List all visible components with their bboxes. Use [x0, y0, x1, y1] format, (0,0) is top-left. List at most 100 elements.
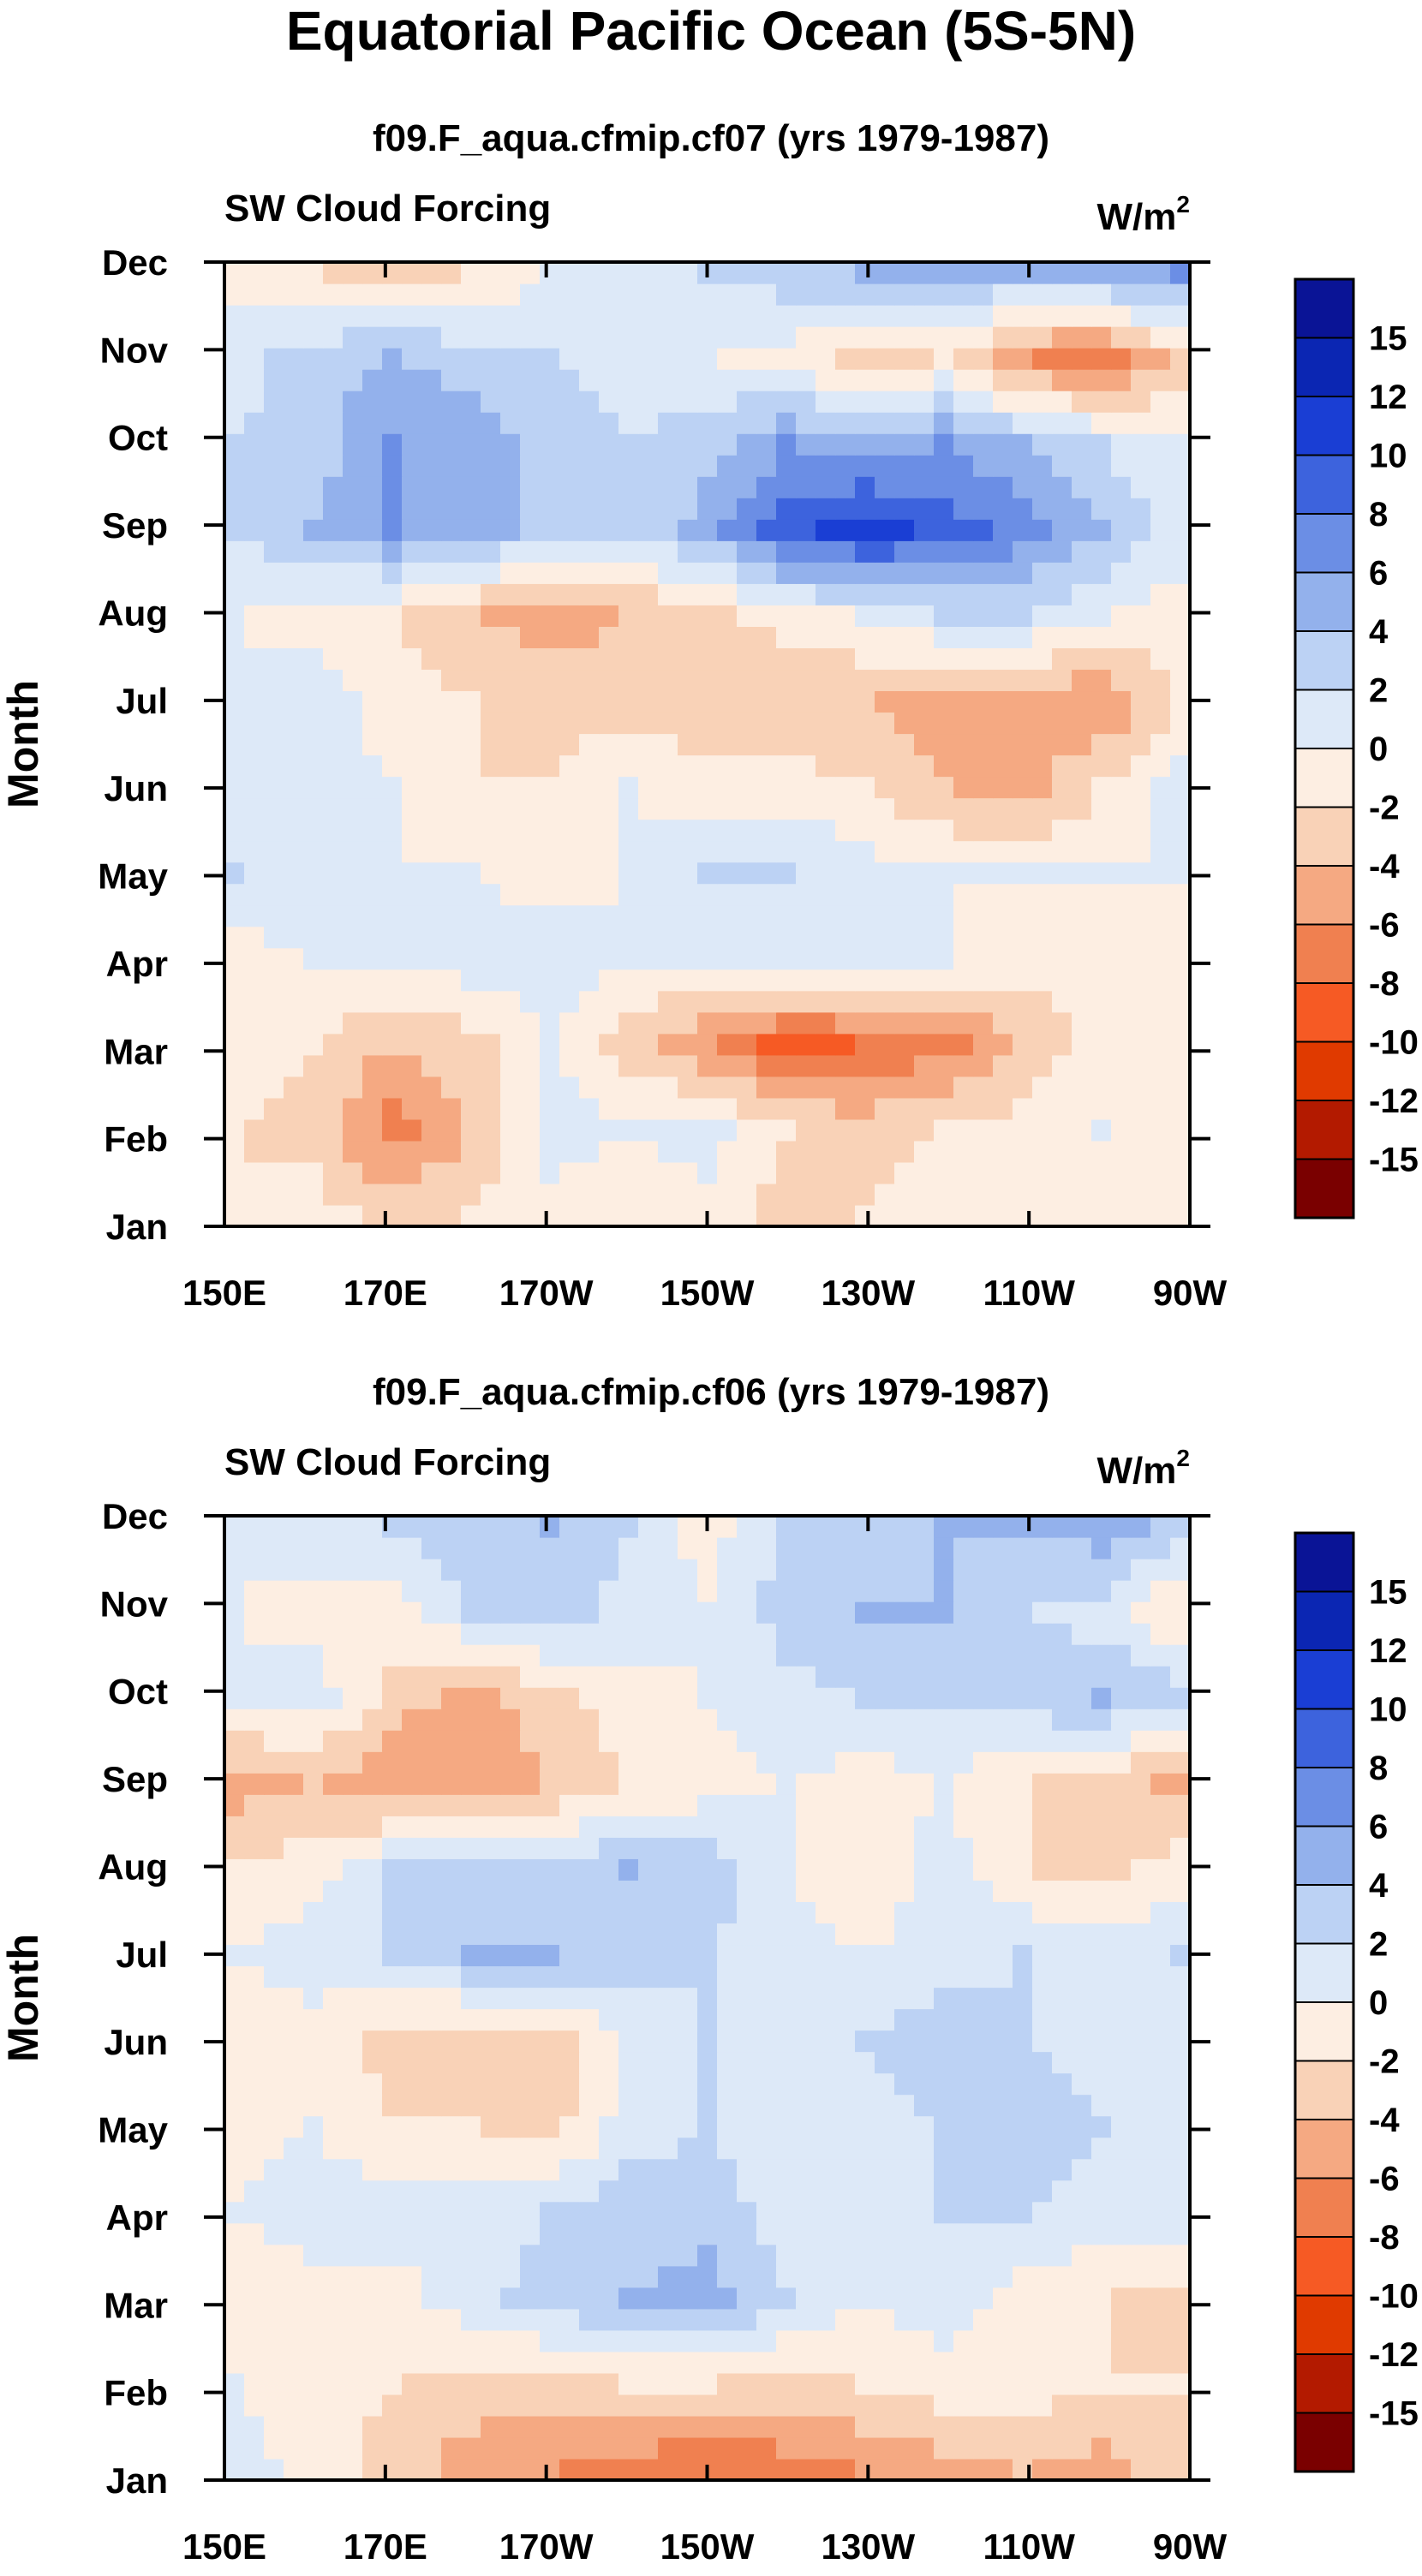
heatmap-cell	[1091, 647, 1112, 671]
heatmap-cell	[678, 754, 698, 778]
heatmap-cell	[1170, 776, 1190, 799]
heatmap-cell	[520, 2436, 541, 2460]
heatmap-cell	[284, 1794, 304, 1816]
heatmap-cell	[1131, 1837, 1151, 1859]
heatmap-cell	[1170, 754, 1190, 778]
heatmap-cell	[244, 904, 265, 927]
heatmap-cell	[481, 369, 501, 391]
heatmap-cell	[914, 2458, 935, 2480]
heatmap-cell	[973, 2115, 994, 2138]
heatmap-cell	[678, 2265, 698, 2288]
heatmap-cell	[894, 1837, 915, 1859]
heatmap-cell	[934, 476, 954, 498]
heatmap-cell	[973, 369, 994, 391]
heatmap-cell	[776, 2244, 797, 2267]
heatmap-cell	[520, 2458, 541, 2480]
heatmap-cell	[993, 1580, 1013, 1602]
heatmap-cell	[934, 1097, 954, 1120]
heatmap-cell	[618, 2394, 639, 2417]
heatmap-cell	[894, 1118, 915, 1142]
heatmap-cell	[559, 1751, 580, 1774]
heatmap-cell	[244, 2137, 265, 2160]
heatmap-cell	[362, 754, 383, 778]
heatmap-cell	[638, 1773, 659, 1795]
heatmap-cell	[796, 2394, 816, 2417]
heatmap-cell	[717, 712, 738, 735]
heatmap-cell	[402, 2222, 422, 2245]
heatmap-cell	[973, 433, 994, 456]
heatmap-cell	[835, 1140, 856, 1163]
heatmap-cell	[934, 626, 954, 648]
heatmap-cell	[244, 2179, 265, 2203]
heatmap-cell	[953, 1837, 974, 1859]
heatmap-cell	[934, 862, 954, 885]
heatmap-cell	[638, 2458, 659, 2480]
heatmap-cell	[993, 433, 1013, 456]
heatmap-cell	[264, 1987, 284, 2010]
heatmap-cell	[224, 2394, 245, 2417]
heatmap-cell	[461, 883, 481, 906]
heatmap-cell	[816, 2329, 836, 2352]
heatmap-cell	[855, 1516, 875, 1538]
heatmap-cell	[678, 369, 698, 391]
heatmap-cell	[559, 391, 580, 413]
heatmap-cell	[599, 819, 619, 842]
heatmap-cell	[1013, 797, 1033, 820]
heatmap-cell	[914, 1054, 935, 1077]
heatmap-cell	[796, 2265, 816, 2288]
heatmap-cell	[1072, 2158, 1092, 2181]
heatmap-cell	[894, 819, 915, 842]
x-tick-label: 170E	[344, 2526, 427, 2567]
heatmap-cell	[756, 1751, 777, 1774]
heatmap-cell	[737, 990, 757, 1013]
heatmap-cell	[244, 455, 265, 477]
heatmap-cell	[776, 1161, 797, 1184]
heatmap-cell	[1013, 1708, 1033, 1731]
heatmap-cell	[1052, 1708, 1072, 1731]
heatmap-cell	[1111, 969, 1132, 992]
heatmap-cell	[284, 1601, 304, 1624]
heatmap-cell	[421, 1858, 442, 1881]
heatmap-cell	[1091, 1837, 1112, 1859]
heatmap-cell	[638, 433, 659, 456]
heatmap-cell	[559, 926, 580, 949]
heatmap-cell	[284, 605, 304, 627]
heatmap-cell	[1131, 2351, 1151, 2374]
heatmap-cell	[540, 1183, 560, 1206]
heatmap-cell	[481, 1794, 501, 1816]
heatmap-cell	[264, 1730, 284, 1752]
heatmap-cell	[835, 2394, 856, 2417]
heatmap-cell	[914, 1118, 935, 1142]
heatmap-cell	[1091, 862, 1112, 885]
heatmap-cell	[816, 2179, 836, 2203]
heatmap-cell	[1131, 455, 1151, 477]
heatmap-cell	[993, 1901, 1013, 1924]
heatmap-cell	[382, 1816, 403, 1838]
heatmap-cell	[343, 969, 363, 992]
heatmap-cell	[618, 2222, 639, 2245]
heatmap-cell	[500, 776, 521, 799]
heatmap-cell	[953, 712, 974, 735]
heatmap-cell	[323, 498, 344, 520]
heatmap-cell	[382, 2351, 403, 2374]
heatmap-cell	[264, 1118, 284, 1142]
heatmap-cell	[323, 840, 344, 863]
heatmap-cell	[875, 1623, 895, 1645]
heatmap-cell	[658, 2030, 678, 2053]
heatmap-cell	[993, 1161, 1013, 1184]
heatmap-cell	[1032, 1183, 1053, 1206]
heatmap-cell	[993, 1751, 1013, 1774]
heatmap-cell	[638, 2072, 659, 2096]
heatmap-cell	[658, 2287, 678, 2310]
heatmap-cell	[756, 904, 777, 927]
heatmap-cell	[264, 1708, 284, 1731]
heatmap-cell	[362, 498, 383, 520]
heatmap-cell	[756, 733, 777, 756]
heatmap-cell	[953, 1858, 974, 1881]
heatmap-cell	[244, 2201, 265, 2224]
heatmap-cell	[835, 2372, 856, 2395]
heatmap-cell	[1111, 1204, 1132, 1226]
heatmap-cell	[343, 1987, 363, 2010]
heatmap-cell	[953, 1773, 974, 1795]
heatmap-cell	[835, 1097, 856, 1120]
